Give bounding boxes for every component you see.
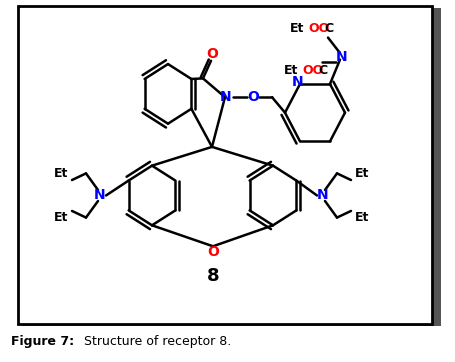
Text: Et: Et [355,167,369,180]
Text: N: N [220,90,232,104]
Text: Et: Et [355,211,369,224]
Text: O: O [247,90,259,104]
Text: N: N [292,75,304,89]
Text: N: N [317,189,329,202]
FancyBboxPatch shape [22,8,441,328]
Text: 8: 8 [207,267,219,285]
Text: Et: Et [54,167,68,180]
Text: C: C [318,64,327,77]
Text: Et: Et [290,22,304,35]
Text: Et: Et [54,211,68,224]
Text: O: O [207,245,219,259]
Text: Figure 7:: Figure 7: [11,335,75,348]
Text: OO: OO [308,22,329,35]
Text: N: N [336,50,348,64]
Text: O: O [206,47,218,61]
Text: N: N [94,189,106,202]
Text: Structure of receptor 8.: Structure of receptor 8. [80,335,231,348]
Text: OO: OO [302,64,323,77]
FancyBboxPatch shape [18,5,432,324]
Text: C: C [324,22,333,35]
Text: Et: Et [284,64,298,77]
